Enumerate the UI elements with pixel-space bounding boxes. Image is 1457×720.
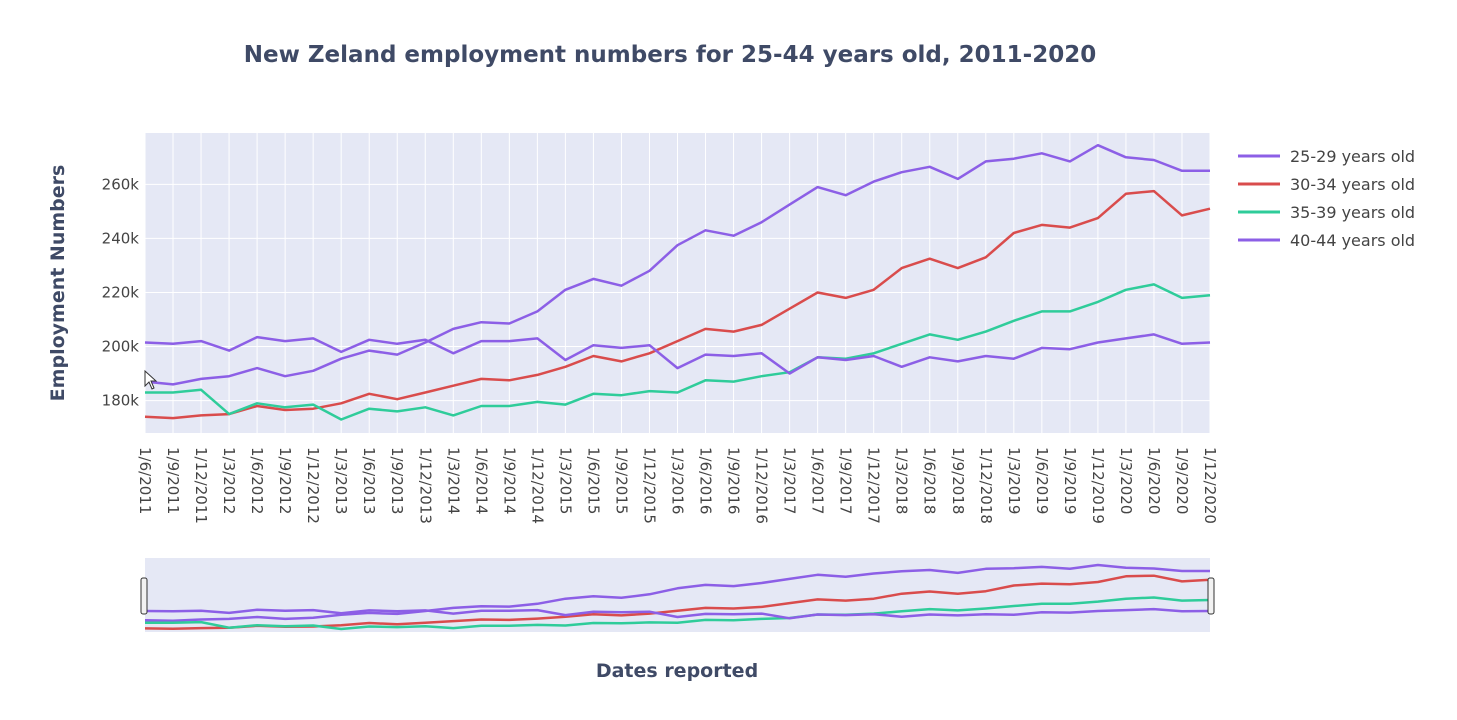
range-slider-left-handle[interactable] [140,577,148,615]
y-axis-ticks: 180k 200k 220k 240k 260k [102,175,140,409]
x-tick-label: 1/6/2015 [584,447,602,514]
mouse-cursor-icon [144,369,158,390]
x-tick-label: 1/6/2017 [809,447,827,514]
series-line-4[interactable] [144,333,1211,375]
x-tick-label: 1/9/2015 [612,447,630,514]
x-axis-title: Dates reported [596,660,758,682]
x-tick-label: 1/6/2014 [472,447,490,514]
gridlines [144,133,1211,433]
x-tick-label: 1/9/2014 [500,447,518,514]
y-axis-title: Employment Numbers [47,165,69,402]
x-tick-label: 1/6/2019 [1033,447,1051,514]
series-line-3[interactable] [145,283,1211,421]
series-line-2[interactable] [144,189,1211,420]
range-slider-line-4 [144,607,1211,620]
x-tick-label: 1/12/2011 [192,447,210,524]
range-slider[interactable] [145,558,1210,632]
legend-label: 40-44 years old [1290,231,1415,250]
legend-label: 35-39 years old [1290,203,1415,222]
legend[interactable]: 25-29 years old 30-34 years old 35-39 year… [1238,147,1415,250]
x-tick-label: 1/12/2017 [865,447,883,524]
x-tick-label: 1/6/2013 [360,447,378,514]
x-tick-label: 1/3/2017 [781,447,799,514]
y-tick-label: 260k [102,175,140,193]
x-tick-label: 1/12/2014 [528,447,546,524]
legend-label: 25-29 years old [1290,147,1415,166]
x-tick-label: 1/6/2011 [136,447,154,514]
x-tick-label: 1/9/2013 [388,447,406,514]
x-tick-label: 1/9/2011 [164,447,182,514]
legend-item-3[interactable]: 35-39 years old [1238,203,1415,222]
x-tick-label: 1/9/2019 [1061,447,1079,514]
series-line-1[interactable] [144,143,1210,386]
y-tick-label: 200k [102,338,140,356]
x-tick-label: 1/6/2016 [697,447,715,514]
x-tick-label: 1/12/2018 [977,447,995,524]
x-tick-label: 1/3/2015 [556,447,574,514]
x-tick-label: 1/3/2020 [1117,447,1135,514]
x-tick-label: 1/9/2016 [725,447,743,514]
series-lines [144,143,1211,421]
y-tick-label: 220k [102,283,140,301]
range-slider-line-3 [145,596,1211,631]
legend-item-1[interactable]: 25-29 years old [1238,147,1415,166]
range-slider-lines [144,563,1211,631]
x-tick-label: 1/12/2012 [304,447,322,524]
x-tick-label: 1/12/2015 [640,447,658,524]
x-tick-label: 1/12/2016 [753,447,771,524]
range-slider-right-handle[interactable] [1207,577,1215,615]
x-tick-label: 1/3/2013 [332,447,350,514]
x-tick-label: 1/9/2017 [837,447,855,514]
chart-title: New Zeland employment numbers for 25-44 … [244,42,1096,68]
x-axis-ticks: 1/6/2011 1/9/2011 1/12/2011 1/3/2012 1/6/201… [136,447,1219,524]
x-tick-label: 1/9/2012 [276,447,294,514]
x-tick-label: 1/9/2018 [949,447,967,514]
x-tick-label: 1/3/2016 [669,447,687,514]
x-tick-label: 1/3/2014 [444,447,462,514]
x-tick-label: 1/3/2018 [893,447,911,514]
y-tick-label: 180k [102,392,140,410]
x-tick-label: 1/3/2019 [1005,447,1023,514]
range-slider-line-1 [144,563,1210,623]
x-tick-label: 1/9/2020 [1173,447,1191,514]
legend-item-2[interactable]: 30-34 years old [1238,175,1415,194]
x-tick-label: 1/12/2013 [416,447,434,524]
y-tick-label: 240k [102,229,140,247]
x-tick-label: 1/6/2020 [1145,447,1163,514]
legend-item-4[interactable]: 40-44 years old [1238,231,1415,250]
x-tick-label: 1/6/2018 [921,447,939,514]
x-tick-label: 1/12/2020 [1201,447,1219,524]
x-tick-label: 1/12/2019 [1089,447,1107,524]
legend-label: 30-34 years old [1290,175,1415,194]
x-tick-label: 1/6/2012 [248,447,266,514]
x-tick-label: 1/3/2012 [220,447,238,514]
